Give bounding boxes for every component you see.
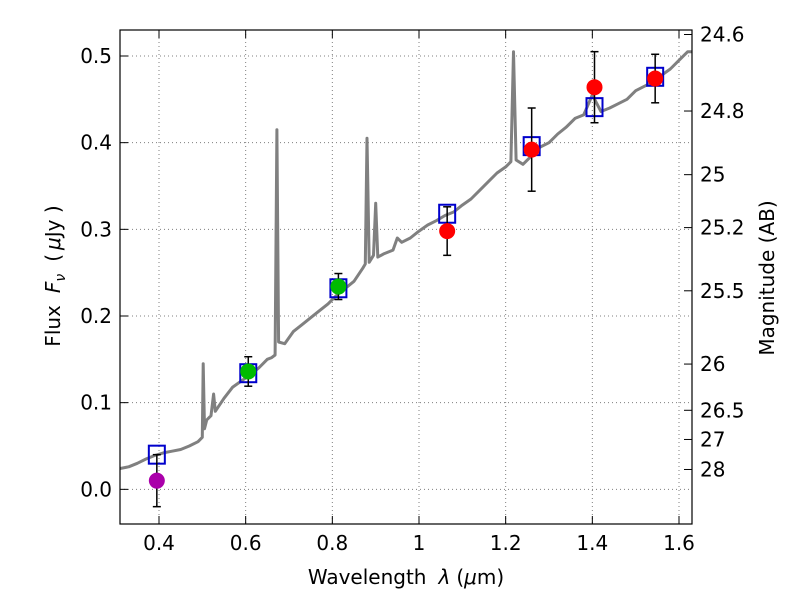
observed-flux-point [647, 70, 664, 87]
y-tick-label: 0.0 [80, 477, 112, 501]
x-tick-label: 1.2 [490, 531, 522, 555]
observed-photometry-layer [148, 50, 664, 508]
x-tick-label: 0.6 [230, 531, 262, 555]
magnitude-tick-label: 25.5 [700, 279, 745, 303]
magnitude-axis-title: Magnitude (AB) [755, 200, 779, 355]
x-tick-label: 1 [413, 531, 426, 555]
magnitude-tick-label: 27 [700, 427, 725, 451]
x-axis-ticks: 0.4 0.6 0.8 1 1.2 1.4 1.6 [143, 30, 695, 555]
magnitude-tick-label: 28 [700, 457, 725, 481]
x-axis-title: Wavelength λ (μm) [308, 565, 504, 589]
model-spectrum-line [120, 50, 692, 470]
observed-flux-point [439, 223, 456, 240]
x-tick-label: 1.6 [663, 531, 695, 555]
plot-area [120, 50, 692, 470]
magnitude-tick-label: 24.6 [700, 23, 745, 47]
y-axis-title: FluxFν(μJy ) [41, 205, 69, 346]
x-tick-label: 0.8 [316, 531, 348, 555]
observed-flux-point [586, 79, 603, 96]
observed-flux-point [240, 363, 257, 380]
x-tick-label: 0.4 [143, 531, 175, 555]
plot-frame [119, 29, 693, 525]
magnitude-axis-ticks: 24.6 24.8 25 25.2 25.5 26 26.5 27 28 [684, 23, 745, 481]
y-axis-ticks: 0.0 0.1 0.2 0.3 0.4 0.5 [80, 44, 128, 501]
x-tick-label: 1.4 [576, 531, 608, 555]
y-tick-label: 0.3 [80, 217, 112, 241]
magnitude-tick-label: 25.2 [700, 216, 745, 240]
y-tick-label: 0.5 [80, 44, 112, 68]
y-tick-label: 0.2 [80, 304, 112, 328]
observed-flux-point [330, 278, 347, 295]
y-tick-label: 0.4 [80, 131, 112, 155]
magnitude-tick-label: 26 [700, 352, 725, 376]
magnitude-tick-label: 25 [700, 163, 725, 187]
magnitude-tick-label: 24.8 [700, 99, 745, 123]
observed-flux-point [148, 472, 165, 489]
y-tick-label: 0.1 [80, 391, 112, 415]
magnitude-tick-label: 26.5 [700, 398, 745, 422]
observed-flux-point [523, 141, 540, 158]
grid-layer [120, 30, 692, 524]
